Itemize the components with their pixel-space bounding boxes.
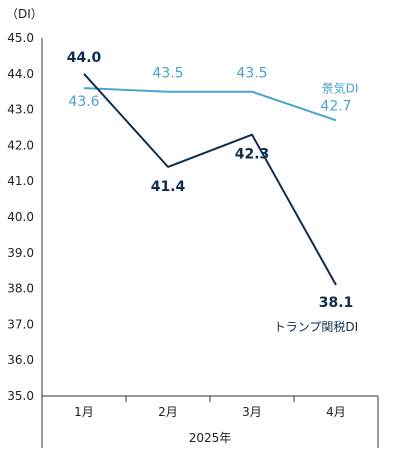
y-tick-label: 42.0 (7, 138, 34, 152)
series-name-label: トランプ関税DI (274, 320, 358, 334)
data-label: 41.4 (151, 179, 186, 195)
y-tick-label: 37.0 (7, 317, 34, 331)
y-tick-label: 40.0 (7, 210, 34, 224)
series-line (83, 73, 337, 286)
series-line (83, 87, 337, 122)
series-lines (83, 73, 337, 286)
y-tick-label: 39.0 (7, 246, 34, 260)
x-category-label: 1月 (74, 405, 94, 419)
data-label: 42.3 (235, 147, 270, 163)
data-label: 38.1 (319, 295, 354, 311)
x-axis-group-label: 2025年 (189, 431, 232, 445)
data-label: 43.5 (236, 66, 267, 82)
y-tick-label: 43.0 (7, 103, 34, 117)
series-name-label: 景気DI (322, 80, 359, 95)
y-tick-label: 41.0 (7, 174, 34, 188)
y-tick-label: 38.0 (7, 282, 34, 296)
data-label: 43.6 (68, 94, 99, 110)
y-axis: 35.0 36.0 37.0 38.0 39.0 40.0 41.0 42.0 43.0 44.0… (7, 31, 34, 403)
x-axis: 1月 2月 3月 4月 (74, 396, 346, 419)
x-category-label: 2月 (158, 405, 178, 419)
x-category-label: 3月 (242, 405, 262, 419)
y-tick-label: 44.0 (7, 67, 34, 81)
x-category-label: 4月 (326, 405, 346, 419)
y-tick-label: 36.0 (7, 353, 34, 367)
y-unit-label: （DI） (6, 7, 43, 21)
data-label: 44.0 (67, 50, 102, 66)
data-labels: 43.6 43.5 43.5 42.7 44.0 41.4 42.3 38.1 景気DI トランプ… (67, 50, 359, 334)
data-label: 43.5 (152, 66, 183, 82)
y-tick-label: 35.0 (7, 389, 34, 403)
data-label: 42.7 (320, 98, 351, 114)
y-tick-label: 45.0 (7, 31, 34, 45)
